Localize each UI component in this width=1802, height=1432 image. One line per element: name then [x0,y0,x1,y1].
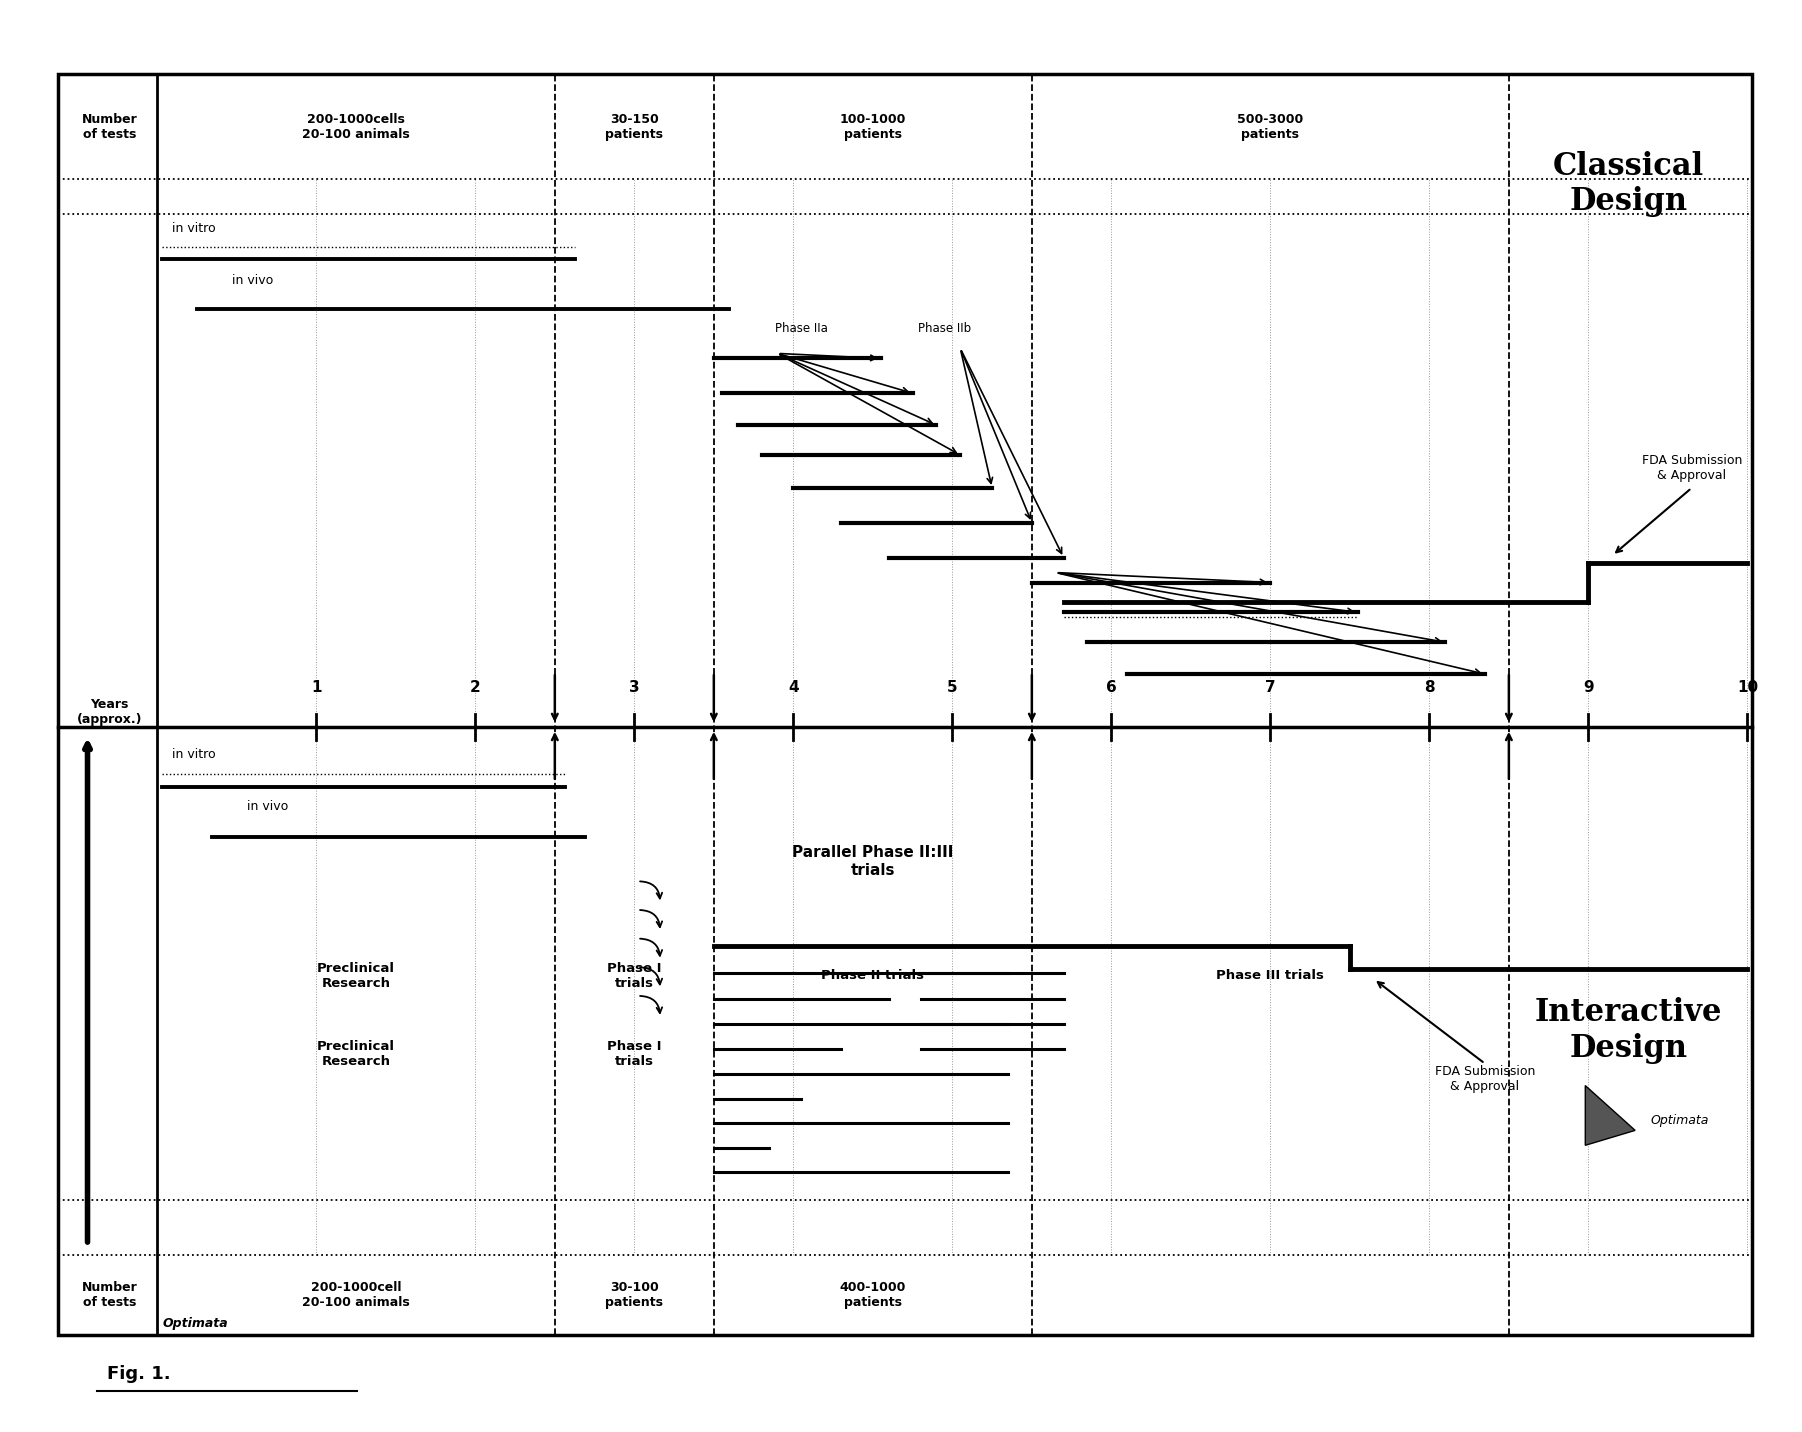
Text: 2: 2 [470,680,481,695]
Text: 4: 4 [787,680,798,695]
Text: Fig. 1.: Fig. 1. [108,1366,171,1383]
Text: Phase IIa: Phase IIa [775,322,827,335]
Text: in vitro: in vitro [173,749,216,762]
Text: 3: 3 [629,680,640,695]
Text: Optimata: Optimata [1651,1114,1708,1127]
Text: FDA Submission
& Approval: FDA Submission & Approval [1642,454,1743,483]
Text: 30-100
patients: 30-100 patients [605,1280,663,1309]
Text: 8: 8 [1424,680,1434,695]
Text: Phase IIb: Phase IIb [917,322,971,335]
Text: Preclinical
Research: Preclinical Research [317,962,395,990]
Text: 30-150
patients: 30-150 patients [605,113,663,140]
Text: Phase III trials: Phase III trials [1216,969,1324,982]
Text: 1: 1 [312,680,321,695]
Text: in vitro: in vitro [173,222,216,235]
Text: Phase II trials: Phase II trials [822,969,924,982]
Text: 6: 6 [1106,680,1117,695]
Text: Classical
Design: Classical Design [1553,150,1703,218]
Text: 500-3000
patients: 500-3000 patients [1238,113,1303,140]
Text: 100-1000
patients: 100-1000 patients [840,113,906,140]
Text: in vivo: in vivo [247,800,288,813]
Text: 7: 7 [1265,680,1276,695]
Text: Number
of tests: Number of tests [81,113,137,140]
Text: in vivo: in vivo [232,274,274,288]
Text: 9: 9 [1584,680,1593,695]
Text: 200-1000cell
20-100 animals: 200-1000cell 20-100 animals [303,1280,409,1309]
Text: FDA Submission
& Approval: FDA Submission & Approval [1434,1064,1535,1093]
Text: Phase I
trials: Phase I trials [607,962,661,990]
Text: Preclinical
Research: Preclinical Research [317,1041,395,1068]
Text: Phase I
trials: Phase I trials [607,1041,661,1068]
Text: 5: 5 [948,680,957,695]
Polygon shape [1586,1085,1634,1146]
Text: Number
of tests: Number of tests [81,1280,137,1309]
Text: Years
(approx.): Years (approx.) [77,697,142,726]
Text: Optimata: Optimata [162,1316,227,1329]
FancyBboxPatch shape [58,74,1752,1335]
Text: 200-1000cells
20-100 animals: 200-1000cells 20-100 animals [303,113,409,140]
Text: 10: 10 [1737,680,1759,695]
Text: 400-1000
patients: 400-1000 patients [840,1280,906,1309]
Text: Parallel Phase II:III
trials: Parallel Phase II:III trials [793,845,953,878]
Text: Interactive
Design: Interactive Design [1534,997,1723,1064]
